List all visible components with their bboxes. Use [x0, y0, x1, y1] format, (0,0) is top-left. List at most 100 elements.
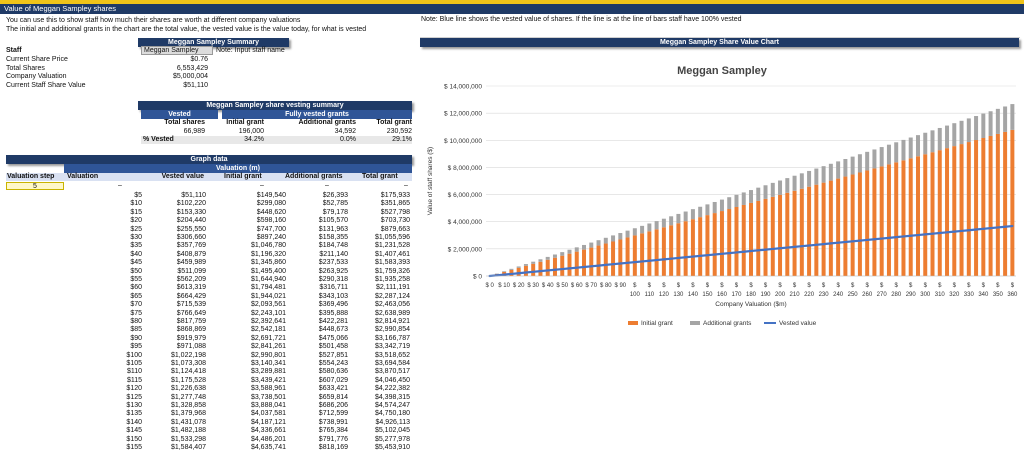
- row-total: $4,398,315: [374, 393, 410, 401]
- row-additional: $448,673: [318, 326, 348, 334]
- initial-grant-bar: [952, 146, 957, 276]
- row-valuation: $35: [130, 242, 142, 250]
- staff-name-input[interactable]: Meggan Sampley: [141, 46, 213, 55]
- row-vested: $1,431,078: [170, 418, 206, 426]
- row-valuation: $155: [126, 444, 142, 451]
- x-tick-label-currency: $: [735, 283, 739, 289]
- initial-grant-bar: [690, 219, 695, 276]
- vested-value-point: [728, 252, 731, 255]
- initial-grant-bar: [741, 204, 746, 276]
- initial-grant-bar: [647, 231, 652, 276]
- initial-grant-bar: [807, 186, 812, 276]
- row-vested: $1,584,407: [170, 444, 206, 451]
- additional-grant-bar: [669, 216, 674, 226]
- vested-value-point: [619, 262, 622, 265]
- x-tick-label: 220: [804, 292, 815, 298]
- additional-grant-bar: [901, 139, 906, 161]
- row-additional: $263,925: [318, 267, 348, 275]
- x-tick-label: 280: [891, 292, 902, 298]
- additional-grant-bar: [596, 240, 601, 246]
- row-additional: $659,814: [318, 393, 348, 401]
- x-tick-label-currency: $: [706, 283, 710, 289]
- x-tick-label: 150: [702, 292, 713, 298]
- vested-value-point: [887, 236, 891, 239]
- row-vested: $1,533,298: [170, 435, 206, 443]
- additional-grant-bar: [923, 132, 928, 155]
- additional-grant-bar: [872, 149, 877, 169]
- row-valuation: $150: [126, 435, 142, 443]
- additional-grant-bar: [995, 108, 1000, 134]
- x-tick-label: 120: [659, 292, 670, 298]
- row-additional: $343,103: [318, 292, 348, 300]
- x-tick-label: 210: [790, 292, 801, 298]
- row-additional: $211,140: [319, 250, 348, 258]
- row-valuation: $80: [130, 318, 142, 325]
- initial-grant-bar: [1003, 131, 1008, 276]
- row-initial: $2,691,721: [250, 334, 286, 342]
- additional-grant-bar: [538, 259, 543, 262]
- vested-value-point: [953, 230, 956, 233]
- additional-grant-bar: [545, 256, 550, 260]
- x-tick-label: 170: [731, 292, 742, 298]
- row-initial: $2,093,561: [250, 301, 286, 309]
- x-tick-label: 260: [862, 292, 873, 298]
- vested-value-point: [524, 271, 528, 274]
- vested-value-point: [1011, 224, 1014, 228]
- summary-label-total-shares: Total Shares: [6, 64, 45, 72]
- row-valuation: $55: [130, 276, 142, 283]
- initial-grant-bar: [988, 135, 993, 276]
- y-tick-label: $ 2,000,000: [448, 246, 483, 253]
- row-total: $5,102,045: [374, 427, 410, 435]
- row-vested: $1,124,418: [170, 368, 206, 376]
- row-initial: $299,080: [256, 200, 286, 208]
- additional-grant-bar: [974, 116, 979, 141]
- initial-grant-bar: [821, 182, 826, 276]
- vesting-col-initial: Initial grant: [226, 119, 264, 126]
- valuation-step-input[interactable]: 5: [6, 182, 64, 190]
- initial-grant-bar: [865, 170, 870, 276]
- y-tick-label: $ 8,000,000: [448, 165, 483, 172]
- row-initial: $4,187,121: [250, 418, 286, 426]
- vesting-col-total-shares: Total shares: [164, 119, 205, 126]
- vested-value-point: [742, 250, 745, 253]
- initial-grant-bar: [923, 154, 928, 276]
- additional-grant-bar: [814, 168, 819, 185]
- vested-value-point: [916, 233, 920, 237]
- summary-label-share-price: Current Share Price: [6, 56, 68, 63]
- additional-grant-bar: [654, 221, 659, 230]
- x-tick-label: 290: [906, 292, 917, 298]
- vesting-pct-total: 29.1%: [392, 136, 412, 143]
- initial-grant-bar: [567, 253, 572, 276]
- row-valuation: $50: [130, 267, 142, 275]
- row-valuation: $100: [126, 351, 142, 359]
- additional-grant-bar: [807, 170, 812, 187]
- row-additional: $686,206: [318, 402, 348, 409]
- table-row: $115 $1,175,528 $3,439,421 $607,029 $4,046,4…: [6, 377, 412, 385]
- initial-grant-bar: [770, 196, 775, 276]
- vested-value-point: [503, 273, 506, 276]
- x-tick-label-currency: $: [851, 283, 855, 289]
- vesting-pct-row-bg: [141, 136, 412, 144]
- additional-grant-bar: [952, 123, 957, 147]
- row-additional: $633,421: [318, 385, 348, 393]
- x-tick-label: 180: [746, 292, 757, 298]
- initial-grant-bar: [676, 223, 681, 276]
- x-tick-label: 160: [717, 292, 728, 298]
- x-tick-label: $ 40: [542, 283, 554, 289]
- vesting-val-additional: 34,592: [334, 127, 356, 135]
- row-initial: $4,037,581: [250, 410, 286, 418]
- x-tick-label: $ 60: [571, 283, 583, 289]
- initial-grant-bar: [799, 188, 804, 276]
- vested-value-point: [648, 259, 651, 262]
- vested-value-point: [546, 269, 549, 272]
- row-vested: $868,869: [176, 326, 206, 334]
- vested-value-point: [699, 254, 702, 257]
- initial-grant-bar: [654, 229, 659, 276]
- vested-value-point: [909, 234, 912, 237]
- initial-grant-bar: [719, 211, 724, 276]
- row-total: $4,574,247: [374, 402, 410, 409]
- additional-grant-bar: [741, 192, 746, 205]
- additional-grant-bar: [799, 173, 804, 189]
- initial-grant-bar: [640, 233, 645, 276]
- y-tick-label: $ 12,000,000: [444, 111, 482, 118]
